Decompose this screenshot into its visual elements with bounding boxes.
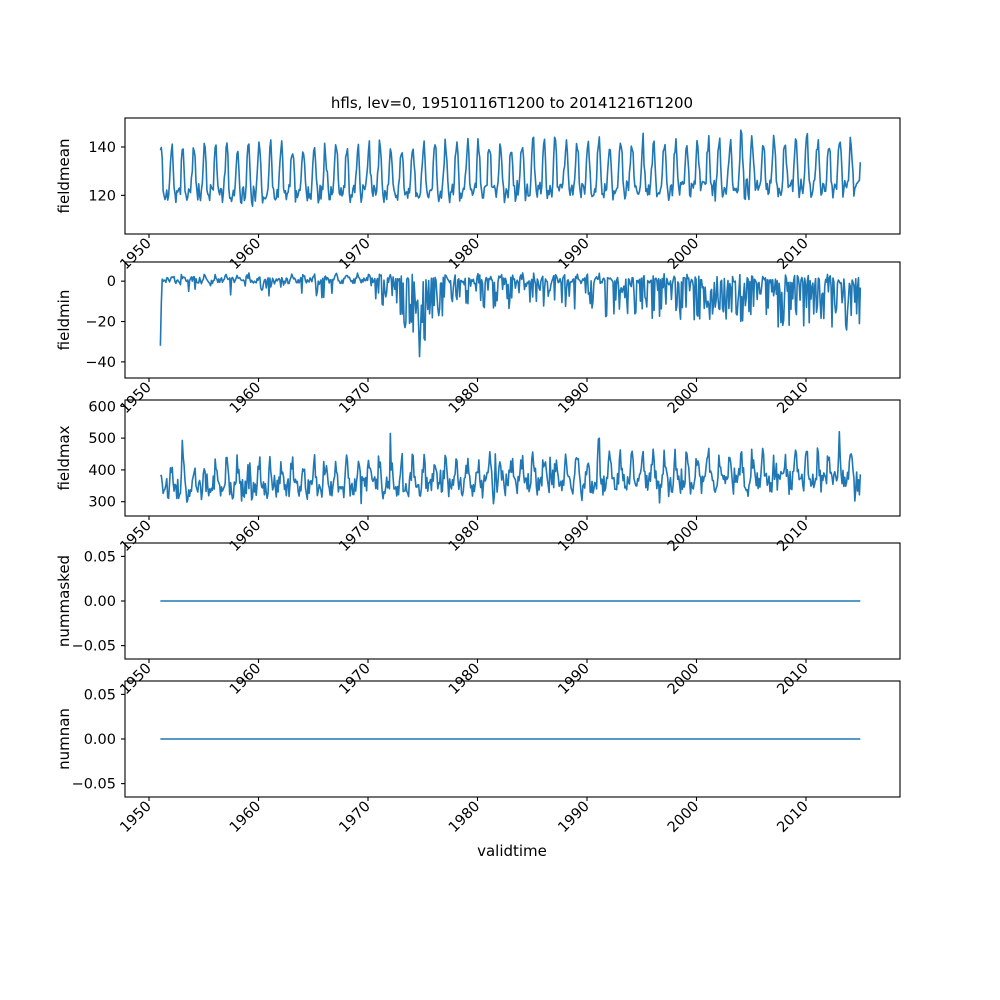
series-line-fieldmin: [159, 272, 862, 358]
y-axis-label: fieldmax: [55, 425, 73, 490]
series-line-fieldmean: [159, 129, 862, 207]
y-axis-label: fieldmean: [55, 139, 73, 214]
y-tick-label: −0.05: [72, 777, 116, 793]
y-tick-label: 120: [88, 188, 116, 204]
y-axis-label: nummasked: [55, 555, 73, 647]
y-tick-label: 500: [88, 431, 116, 447]
y-axis-label: fieldmin: [55, 290, 73, 351]
y-tick-label: 0.05: [84, 549, 116, 565]
axes-frame: [124, 399, 901, 517]
y-tick-label: 140: [88, 140, 116, 156]
y-tick-label: −0.05: [72, 639, 116, 655]
x-axis-label: validtime: [477, 842, 547, 860]
series-line-fieldmax: [160, 430, 862, 505]
y-tick-label: 0.00: [84, 732, 116, 748]
y-tick-label: −20: [85, 315, 116, 331]
axes-frame: [124, 261, 901, 379]
y-tick-label: 0.05: [84, 687, 116, 703]
y-tick-label: −40: [85, 355, 116, 371]
y-tick-label: 600: [88, 399, 116, 415]
y-tick-label: 0: [107, 274, 116, 290]
axes-frame: [124, 117, 901, 235]
figure-title: hfls, lev=0, 19510116T1200 to 20141216T1…: [331, 94, 693, 112]
y-tick-label: 0.00: [84, 594, 116, 610]
y-tick-label: 300: [88, 495, 116, 511]
y-axis-label: numnan: [55, 708, 73, 770]
y-tick-label: 400: [88, 463, 116, 479]
